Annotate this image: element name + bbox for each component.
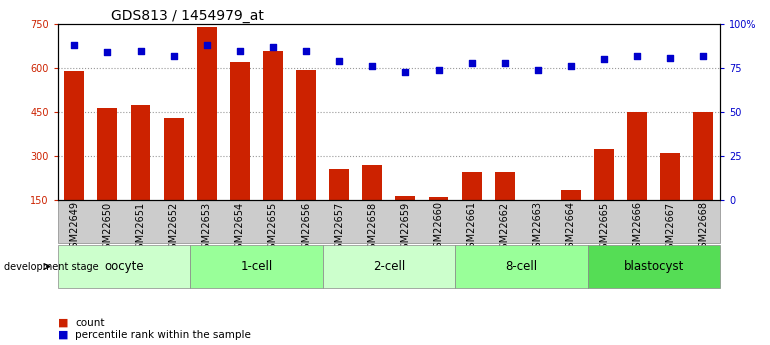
Point (465, 60, 477, 66)
Point (565, 63, 578, 69)
Bar (396, 196, 415, 244)
Point (631, 53, 644, 59)
Bar (197, 27, 216, 244)
Bar (462, 172, 481, 244)
Point (433, 67, 445, 73)
Bar (296, 70, 316, 244)
Bar (628, 112, 647, 244)
Text: ■: ■ (58, 318, 69, 327)
Text: percentile rank within the sample: percentile rank within the sample (75, 330, 251, 339)
Point (531, 67, 544, 73)
Text: GDS813 / 1454979_at: GDS813 / 1454979_at (111, 9, 263, 23)
Bar (131, 105, 150, 244)
Point (598, 57, 611, 62)
Text: ■: ■ (58, 330, 69, 339)
Bar (694, 112, 713, 244)
Bar (164, 118, 183, 244)
Point (200, 42, 213, 48)
Bar (230, 62, 249, 244)
Text: oocyte: oocyte (104, 260, 144, 273)
Point (499, 60, 511, 66)
Point (698, 53, 710, 59)
Bar (363, 165, 382, 244)
Point (367, 63, 379, 69)
Bar (594, 149, 614, 244)
Point (400, 69, 412, 75)
Text: 1-cell: 1-cell (240, 260, 273, 273)
Point (333, 58, 346, 64)
Text: 8-cell: 8-cell (505, 260, 537, 273)
Point (664, 55, 677, 60)
Bar (98, 108, 117, 244)
Point (135, 48, 147, 53)
Bar (528, 201, 547, 244)
Point (68, 42, 81, 48)
Point (168, 53, 180, 59)
Point (102, 50, 114, 55)
Bar (661, 153, 680, 244)
Bar (263, 51, 283, 244)
Bar (495, 172, 514, 244)
Bar (561, 190, 581, 244)
Bar (330, 169, 349, 244)
Text: development stage: development stage (4, 262, 99, 272)
Bar (429, 197, 448, 244)
Text: count: count (75, 318, 105, 327)
Bar (65, 71, 84, 244)
Text: 2-cell: 2-cell (373, 260, 405, 273)
Point (234, 48, 246, 53)
Point (267, 44, 280, 50)
Text: blastocyst: blastocyst (624, 260, 684, 273)
Point (300, 48, 313, 53)
